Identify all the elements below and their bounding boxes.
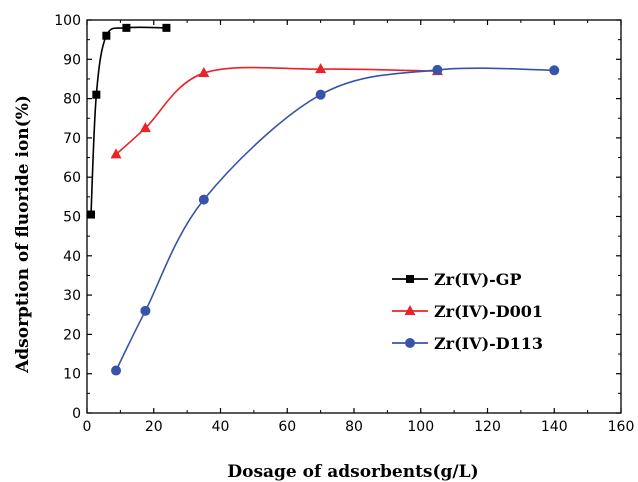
x-tick-label: 80 xyxy=(345,419,363,435)
plot-frame xyxy=(86,19,622,414)
legend-label: Zr(IV)-D113 xyxy=(434,334,543,353)
data-point xyxy=(315,63,327,74)
x-tick-label: 160 xyxy=(608,419,635,435)
legend: Zr(IV)-GP Zr(IV)-D001 Zr(IV)-D113 xyxy=(392,270,543,353)
data-point xyxy=(549,65,560,76)
data-point xyxy=(102,31,111,40)
y-tick-label: 80 xyxy=(63,92,81,108)
series-2 xyxy=(111,64,560,376)
series-layer xyxy=(87,23,560,376)
data-point xyxy=(198,194,209,205)
data-point xyxy=(110,148,122,159)
y-tick-label: 100 xyxy=(54,13,81,29)
series-line xyxy=(115,66,438,156)
y-tick-label: 40 xyxy=(63,249,81,265)
data-point xyxy=(198,67,210,78)
x-tick-label: 60 xyxy=(278,419,296,435)
series-line xyxy=(90,26,167,215)
y-tick-label: 60 xyxy=(63,170,81,186)
data-point xyxy=(87,210,96,219)
data-point xyxy=(139,122,151,133)
y-tick-label: 20 xyxy=(63,327,81,343)
data-point xyxy=(140,305,151,316)
y-tick-label: 50 xyxy=(63,210,81,226)
legend-item: Zr(IV)-D113 xyxy=(392,334,543,353)
legend-marker xyxy=(406,275,414,283)
series-1 xyxy=(110,63,443,159)
data-point xyxy=(162,23,171,32)
x-tick-label: 40 xyxy=(212,419,230,435)
x-axis-title: Dosage of adsorbents(g/L) xyxy=(227,462,478,482)
legend-label: Zr(IV)-GP xyxy=(434,270,521,289)
legend-label: Zr(IV)-D001 xyxy=(434,302,543,321)
x-tick-label: 20 xyxy=(145,419,163,435)
axes: 0 20 40 60 80 100 120 140 160 0 10 20 30 40 50 60 70 80 90… xyxy=(54,13,634,435)
x-tick-label: 100 xyxy=(407,419,434,435)
y-tick-label: 90 xyxy=(63,52,81,68)
data-point xyxy=(432,64,443,75)
legend-marker xyxy=(405,338,415,348)
y-axis-title: Adsorption of fluoride ion(%) xyxy=(13,95,33,374)
legend-item: Zr(IV)-D001 xyxy=(392,302,543,321)
y-tick-label: 30 xyxy=(63,288,81,304)
x-tick-label: 140 xyxy=(541,419,568,435)
legend-item: Zr(IV)-GP xyxy=(392,270,521,289)
x-tick-label: 0 xyxy=(83,419,92,435)
data-point xyxy=(92,90,101,99)
series-0 xyxy=(87,23,171,219)
y-tick-label: 70 xyxy=(63,131,81,147)
x-tick-label: 120 xyxy=(474,419,501,435)
y-tick-label: 10 xyxy=(63,367,81,383)
y-tick-label: 0 xyxy=(72,406,81,422)
legend-marker xyxy=(404,305,416,315)
data-point xyxy=(315,89,326,100)
data-point xyxy=(111,365,122,376)
data-point xyxy=(122,23,131,32)
series-line xyxy=(115,67,555,371)
